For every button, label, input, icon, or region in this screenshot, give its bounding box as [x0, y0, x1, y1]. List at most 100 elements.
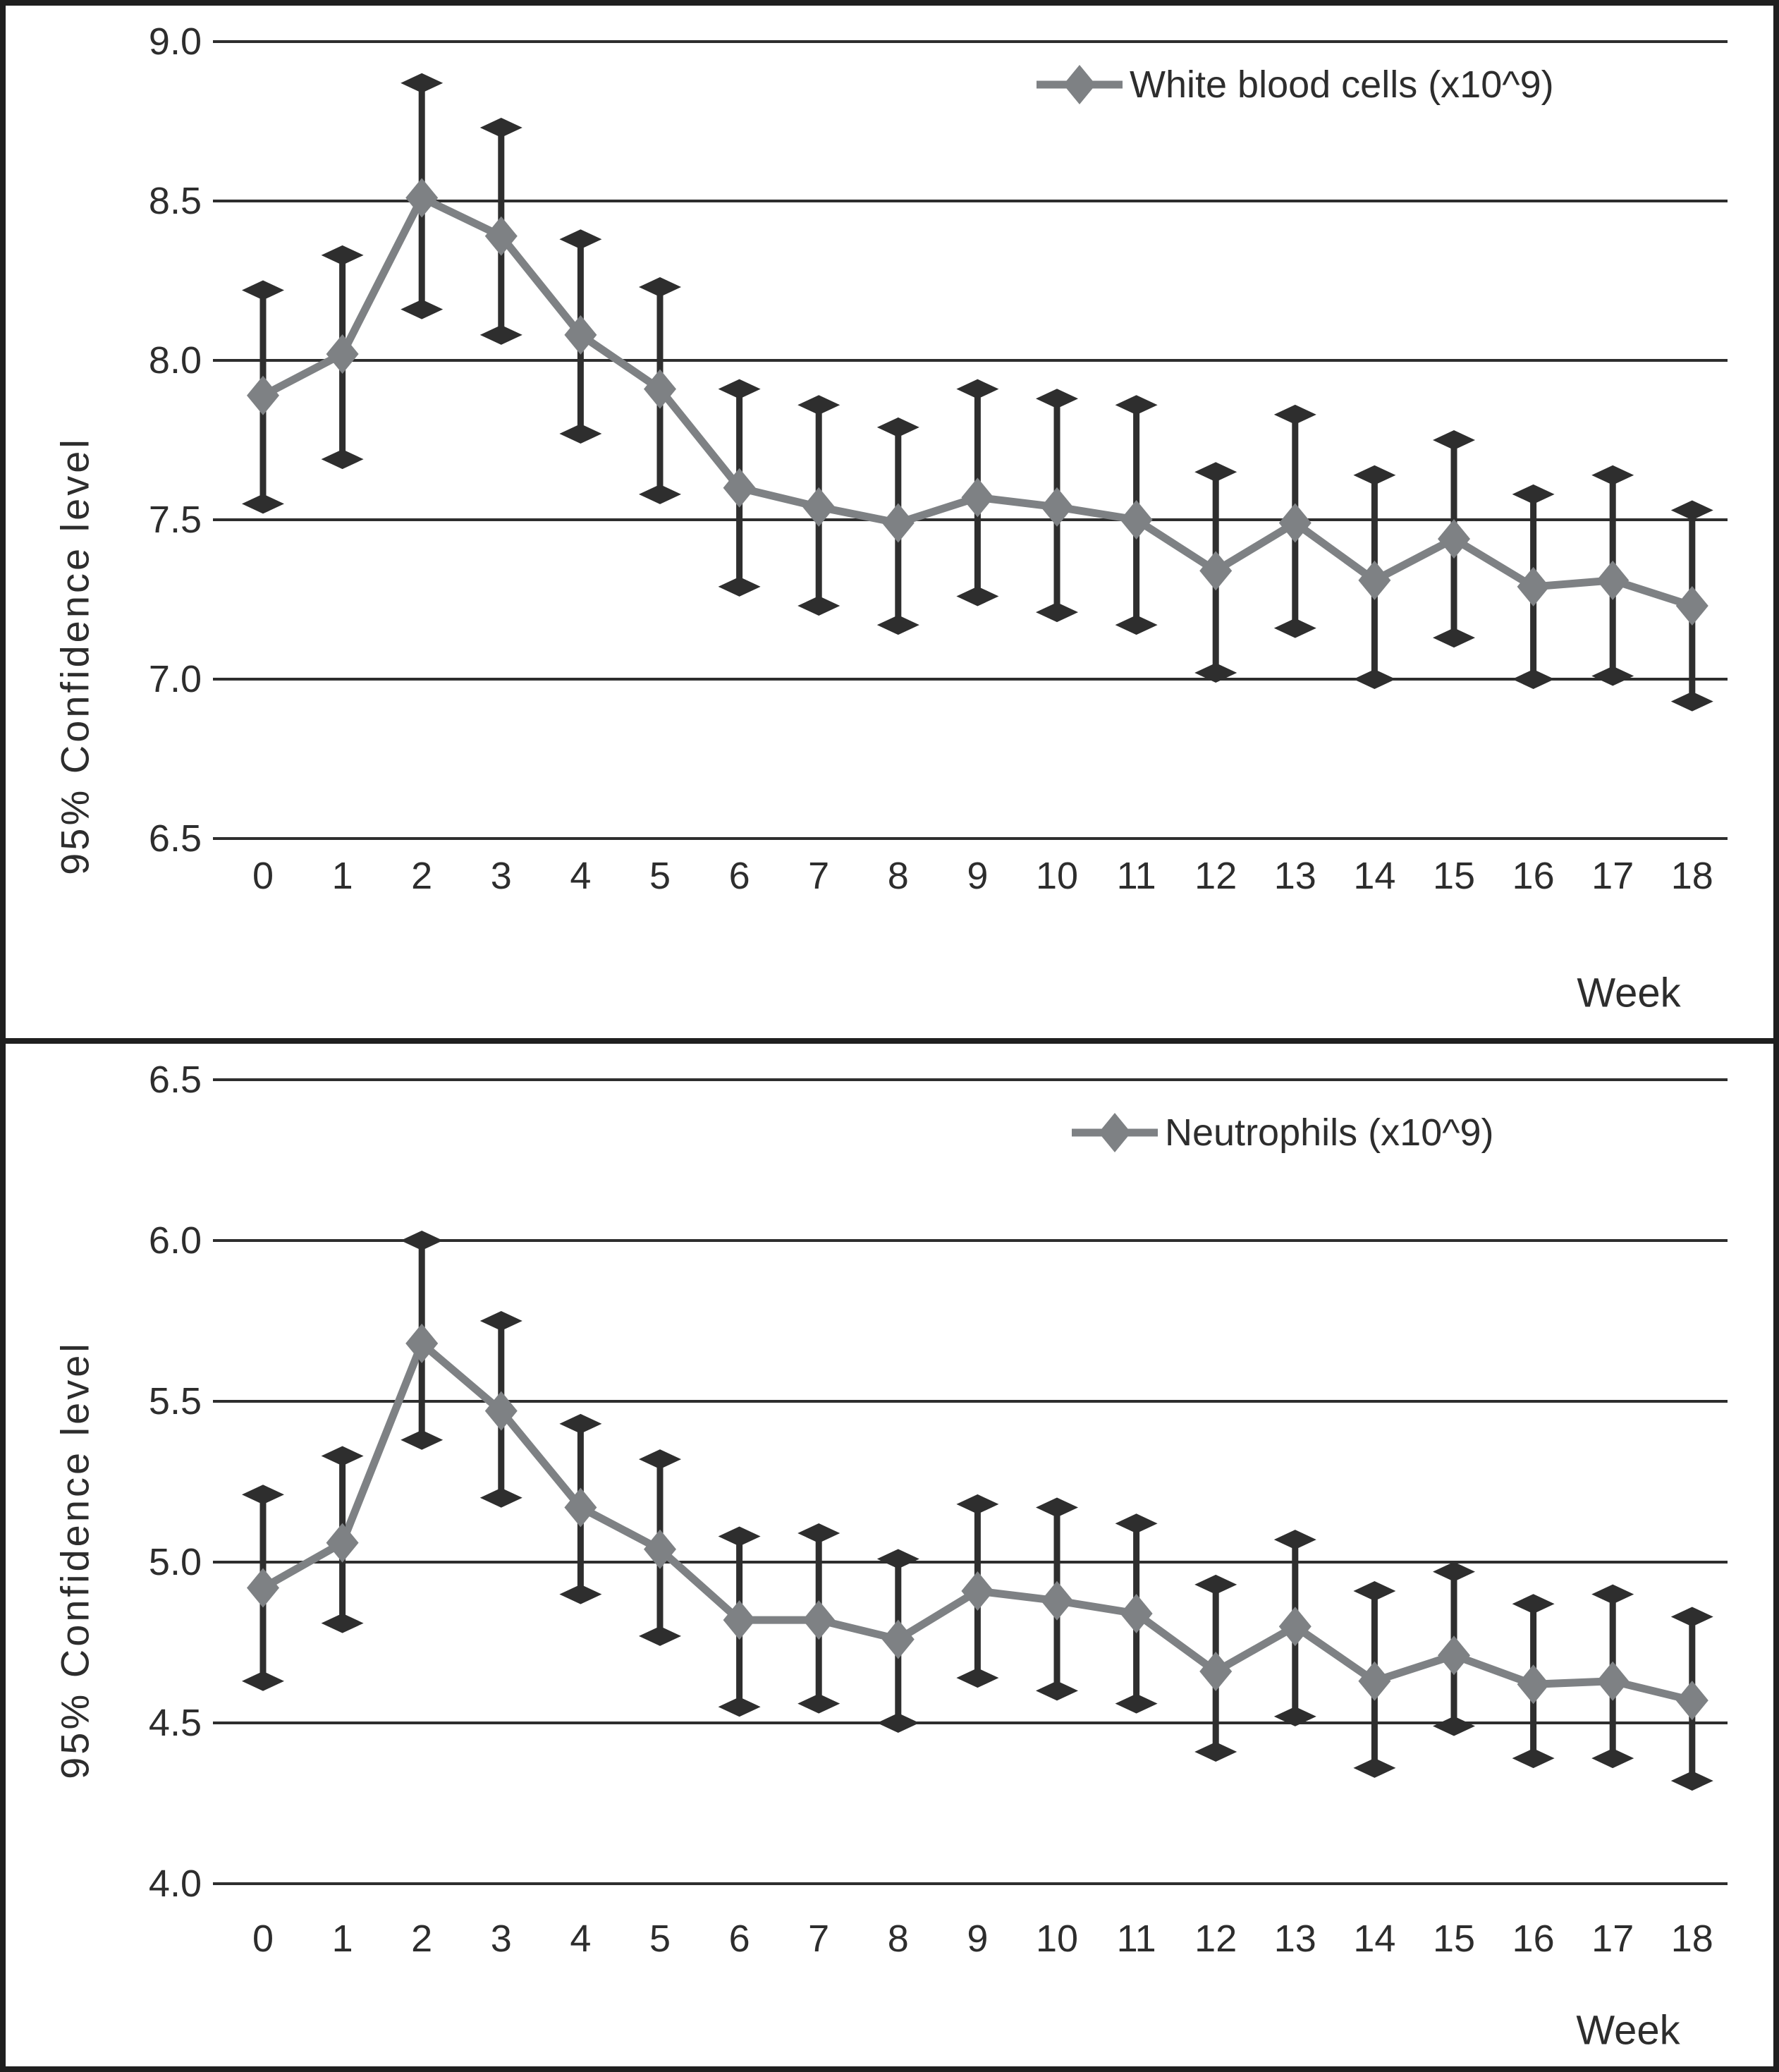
- error-cap-lower-week-3: [479, 324, 522, 345]
- data-point-week-11: [1120, 1593, 1153, 1633]
- data-point-week-1: [326, 334, 359, 374]
- data-point-week-15: [1438, 1635, 1470, 1676]
- data-point-week-0: [247, 375, 279, 415]
- y-tick-label: 7.0: [149, 658, 202, 700]
- x-tick-label: 16: [1512, 1918, 1555, 1960]
- error-cap-lower-week-9: [956, 586, 999, 607]
- error-cap-lower-week-11: [1115, 1693, 1158, 1714]
- x-tick-label: 12: [1194, 855, 1237, 897]
- error-cap-upper-week-4: [559, 229, 602, 250]
- error-cap-lower-week-1: [321, 1613, 364, 1633]
- data-point-week-17: [1596, 560, 1630, 600]
- error-cap-lower-week-9: [956, 1668, 999, 1688]
- x-tick-label: 0: [252, 1918, 274, 1960]
- y-tick-label: 4.5: [149, 1702, 202, 1744]
- error-cap-upper-week-12: [1194, 1574, 1237, 1595]
- error-cap-upper-week-2: [401, 1231, 444, 1250]
- error-cap-upper-week-13: [1273, 404, 1316, 425]
- data-point-week-2: [405, 178, 439, 218]
- neutrophils-panel: 6.5 6.0 5.5 5.0 4.5 4.0 0 1 2 3 4 5 6 7 8 9 10 11 12 13 14 15…: [6, 1044, 1773, 2066]
- error-cap-lower-week-11: [1115, 615, 1158, 635]
- y-tick-label: 6.5: [149, 1059, 202, 1101]
- x-tick-label: 0: [252, 855, 274, 897]
- error-cap-upper-week-15: [1433, 430, 1475, 450]
- wbc-chart: 9.08.58.07.57.06.50 1 2 3 4 5 6 7 8 9 10 11 12 13 14 15…: [53, 20, 1728, 1016]
- error-cap-lower-week-0: [242, 1671, 284, 1691]
- y-tick-label: 9.0: [149, 20, 202, 63]
- error-cap-lower-week-5: [639, 1626, 681, 1646]
- wbc-panel: 9.0 8.5 8.0 7.5 7.0 6.5 0 1 2 3 4 5 6 7 8 9 10 11 12 13 14 15…: [6, 6, 1773, 1044]
- data-point-week-10: [1041, 487, 1073, 527]
- y-axis-title: 95% Confidence level: [53, 1341, 97, 1779]
- error-cap-lower-week-1: [321, 449, 364, 470]
- data-point-week-9: [961, 1571, 994, 1611]
- data-point-week-4: [564, 1487, 597, 1528]
- x-tick-label: 3: [491, 1918, 512, 1960]
- error-cap-lower-week-10: [1036, 602, 1078, 623]
- x-axis-title: Week: [1577, 970, 1681, 1016]
- error-cap-lower-week-14: [1353, 1757, 1396, 1778]
- y-tick-label: 8.0: [149, 339, 202, 382]
- error-cap-upper-week-16: [1512, 1594, 1555, 1614]
- data-point-week-8: [881, 1619, 915, 1659]
- error-cap-lower-week-13: [1273, 618, 1316, 638]
- error-cap-upper-week-5: [639, 277, 681, 298]
- data-point-week-18: [1675, 586, 1708, 626]
- data-point-week-16: [1517, 1664, 1550, 1705]
- error-cap-upper-week-7: [797, 395, 840, 415]
- x-tick-label: 17: [1591, 855, 1634, 897]
- error-cap-lower-week-4: [559, 1584, 602, 1604]
- data-point-week-3: [484, 1391, 518, 1431]
- error-cap-lower-week-12: [1194, 662, 1237, 683]
- error-cap-upper-week-8: [876, 1549, 919, 1569]
- error-cap-upper-week-16: [1512, 484, 1555, 504]
- x-tick-label: 8: [888, 855, 909, 897]
- error-cap-lower-week-6: [718, 1697, 761, 1717]
- error-cap-upper-week-1: [321, 1446, 364, 1466]
- x-tick-label: 14: [1353, 855, 1395, 897]
- error-cap-upper-week-7: [797, 1523, 840, 1543]
- x-tick-label: 11: [1117, 855, 1156, 897]
- x-tick-label: 2: [411, 1918, 432, 1960]
- error-cap-lower-week-3: [479, 1487, 522, 1508]
- x-tick-label: 6: [729, 1918, 750, 1960]
- neutrophils-chart: 6.56.05.55.04.54.00 1 2 3 4 5 6 7 8 9 10 11 12 13 14 15…: [53, 1059, 1728, 2054]
- error-cap-upper-week-14: [1353, 1581, 1396, 1602]
- error-cap-lower-week-17: [1591, 666, 1634, 686]
- x-tick-label: 4: [570, 855, 591, 897]
- error-cap-lower-week-18: [1670, 691, 1713, 712]
- error-cap-upper-week-18: [1670, 1607, 1713, 1627]
- x-tick-label: 10: [1036, 855, 1078, 897]
- error-cap-upper-week-17: [1591, 465, 1634, 485]
- data-point-week-15: [1438, 519, 1470, 559]
- error-cap-upper-week-12: [1194, 462, 1237, 482]
- x-tick-label: 5: [649, 1918, 671, 1960]
- data-point-week-16: [1517, 566, 1550, 607]
- error-cap-upper-week-0: [242, 1485, 284, 1505]
- x-tick-label: 14: [1353, 1918, 1395, 1960]
- legend-label: White blood cells (x10^9): [1130, 63, 1554, 106]
- x-tick-label: 7: [808, 1918, 829, 1960]
- x-tick-label: 2: [411, 855, 432, 897]
- error-cap-upper-week-13: [1273, 1530, 1316, 1550]
- error-cap-lower-week-15: [1433, 628, 1475, 648]
- x-tick-label: 10: [1036, 1918, 1078, 1960]
- error-cap-lower-week-8: [876, 615, 919, 635]
- data-point-week-5: [644, 1529, 676, 1569]
- error-cap-upper-week-11: [1115, 395, 1158, 415]
- y-tick-label: 5.0: [149, 1541, 202, 1583]
- error-cap-upper-week-11: [1115, 1513, 1158, 1534]
- error-cap-lower-week-0: [242, 494, 284, 514]
- x-tick-label: 16: [1512, 855, 1555, 897]
- error-cap-lower-week-6: [718, 576, 761, 597]
- y-tick-label: 5.5: [149, 1380, 202, 1422]
- data-point-week-0: [247, 1568, 279, 1608]
- error-cap-lower-week-16: [1512, 669, 1555, 689]
- data-point-week-12: [1199, 1652, 1233, 1692]
- x-tick-label: 13: [1274, 1918, 1316, 1960]
- x-tick-label: 3: [491, 855, 512, 897]
- legend-marker-icon: [1063, 65, 1096, 104]
- error-cap-upper-week-5: [639, 1449, 681, 1470]
- data-point-week-2: [405, 1323, 439, 1363]
